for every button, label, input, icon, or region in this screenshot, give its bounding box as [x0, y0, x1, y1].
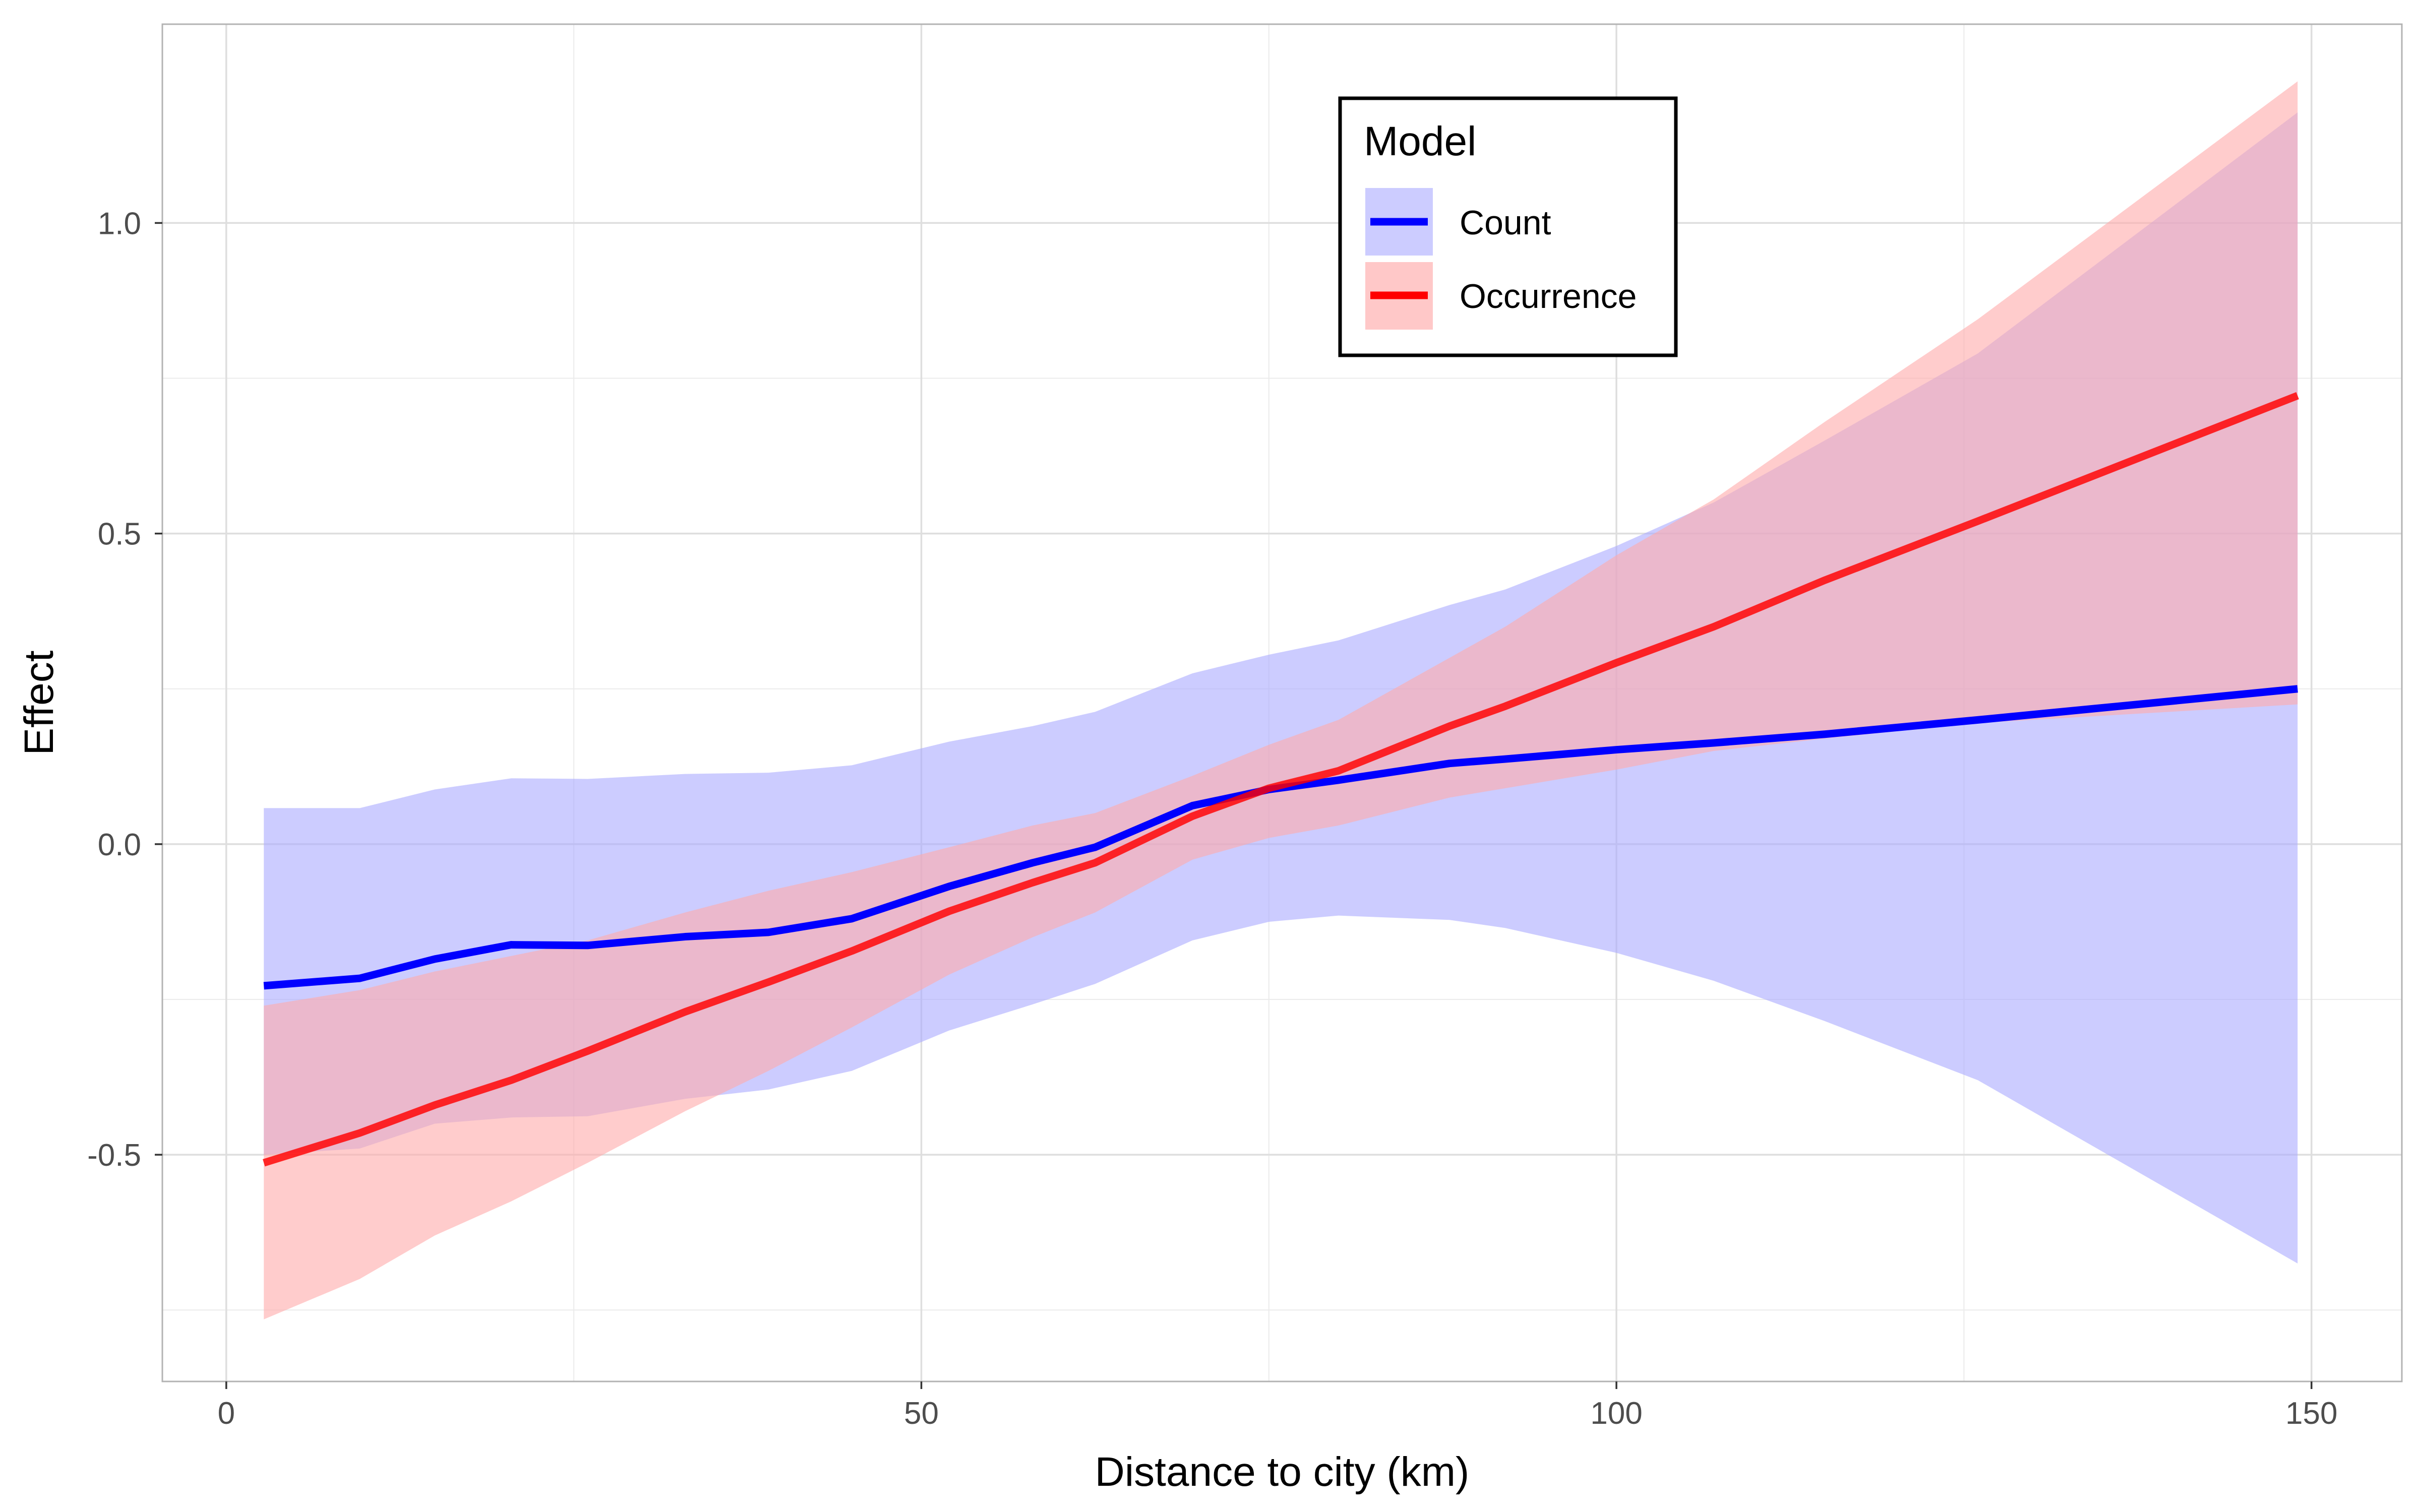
x-tick-label: 50 — [904, 1396, 939, 1431]
confidence-ribbons — [264, 81, 2298, 1319]
x-tick-label: 100 — [1590, 1396, 1642, 1431]
line-occurrence — [263, 392, 2299, 1167]
ribbon-occurrence — [264, 81, 2298, 1319]
x-tick-label: 0 — [218, 1396, 235, 1431]
y-tick-label: 0.0 — [98, 828, 141, 862]
series-lines — [263, 392, 2299, 1167]
legend-label-count: Count — [1460, 204, 1551, 242]
axis-labels: Distance to city (km) Effect — [16, 650, 1469, 1495]
legend-label-occurrence: Occurrence — [1460, 277, 1637, 316]
y-tick-label: -0.5 — [87, 1138, 141, 1173]
legend-item-count: Count — [1365, 188, 1551, 256]
x-axis-title: Distance to city (km) — [1095, 1449, 1470, 1495]
axis-ticks: 0 50 100 150 -0.5 0.0 0.5 1.0 — [87, 206, 2337, 1431]
y-tick-label: 1.0 — [98, 206, 141, 241]
x-tick-label: 150 — [2285, 1396, 2337, 1431]
panel-border — [161, 23, 2403, 1382]
legend: Model Count Occurrence — [1338, 96, 1678, 357]
y-axis-title: Effect — [16, 650, 62, 755]
legend-title: Model — [1364, 118, 1476, 164]
line-count — [263, 685, 2298, 990]
legend-item-occurrence: Occurrence — [1365, 262, 1637, 330]
y-tick-label: 0.5 — [98, 517, 141, 552]
